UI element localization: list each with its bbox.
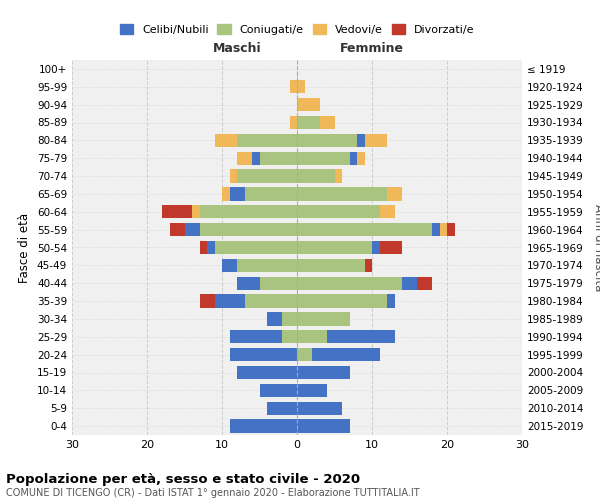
Bar (215, 294, 245, 308)
Y-axis label: Fasce di età: Fasce di età (19, 212, 31, 282)
Text: Popolazione per età, sesso e stato civile - 2020: Popolazione per età, sesso e stato civil… (6, 472, 360, 486)
Text: COMUNE DI TICENGO (CR) - Dati ISTAT 1° gennaio 2020 - Elaborazione TUTTITALIA.IT: COMUNE DI TICENGO (CR) - Dati ISTAT 1° g… (6, 488, 419, 498)
Bar (297, 276, 402, 290)
Bar (327, 330, 395, 344)
Text: Femmine: Femmine (340, 42, 404, 54)
Bar (222, 258, 237, 272)
Bar (297, 80, 305, 94)
Bar (229, 348, 297, 362)
Bar (245, 294, 297, 308)
Bar (387, 294, 395, 308)
Bar (260, 152, 297, 165)
Bar (282, 330, 297, 344)
Bar (297, 170, 335, 183)
Bar (432, 223, 439, 236)
Bar (267, 402, 297, 415)
Bar (237, 152, 252, 165)
Bar (380, 205, 395, 218)
Bar (297, 402, 342, 415)
Bar (387, 187, 402, 200)
Bar (297, 116, 320, 129)
Bar (260, 384, 297, 397)
Bar (229, 170, 237, 183)
Y-axis label: Anni di nascita: Anni di nascita (592, 204, 600, 291)
Bar (417, 276, 432, 290)
Bar (199, 223, 297, 236)
Bar (297, 312, 349, 326)
Bar (297, 366, 349, 379)
Bar (357, 152, 365, 165)
Bar (312, 348, 380, 362)
Bar (237, 276, 260, 290)
Bar (297, 258, 365, 272)
Bar (237, 258, 297, 272)
Bar (237, 366, 297, 379)
Bar (215, 241, 297, 254)
Bar (237, 134, 297, 147)
Bar (170, 223, 185, 236)
Bar (365, 258, 372, 272)
Bar (229, 330, 282, 344)
Bar (357, 134, 365, 147)
Bar (222, 187, 229, 200)
Bar (252, 152, 260, 165)
Bar (402, 276, 417, 290)
Bar (297, 348, 312, 362)
Bar (297, 330, 327, 344)
Bar (439, 223, 447, 236)
Bar (245, 187, 297, 200)
Bar (237, 170, 297, 183)
Bar (297, 420, 349, 433)
Legend: Celibi/Nubili, Coniugati/e, Vedovi/e, Divorzati/e: Celibi/Nubili, Coniugati/e, Vedovi/e, Di… (120, 24, 474, 35)
Bar (320, 116, 335, 129)
Bar (207, 241, 215, 254)
Bar (372, 241, 380, 254)
Bar (260, 276, 297, 290)
Bar (229, 420, 297, 433)
Bar (297, 205, 380, 218)
Bar (297, 152, 349, 165)
Bar (335, 170, 342, 183)
Bar (192, 205, 199, 218)
Bar (365, 134, 387, 147)
Bar (267, 312, 282, 326)
Bar (297, 134, 357, 147)
Bar (215, 134, 237, 147)
Bar (162, 205, 192, 218)
Text: Maschi: Maschi (212, 42, 262, 54)
Bar (199, 241, 207, 254)
Bar (199, 294, 215, 308)
Bar (229, 187, 245, 200)
Bar (349, 152, 357, 165)
Bar (297, 384, 327, 397)
Bar (380, 241, 402, 254)
Bar (297, 223, 432, 236)
Bar (290, 116, 297, 129)
Bar (199, 205, 297, 218)
Bar (185, 223, 199, 236)
Bar (297, 241, 372, 254)
Bar (297, 294, 387, 308)
Bar (297, 187, 387, 200)
Bar (290, 80, 297, 94)
Bar (282, 312, 297, 326)
Bar (297, 98, 320, 112)
Bar (447, 223, 455, 236)
